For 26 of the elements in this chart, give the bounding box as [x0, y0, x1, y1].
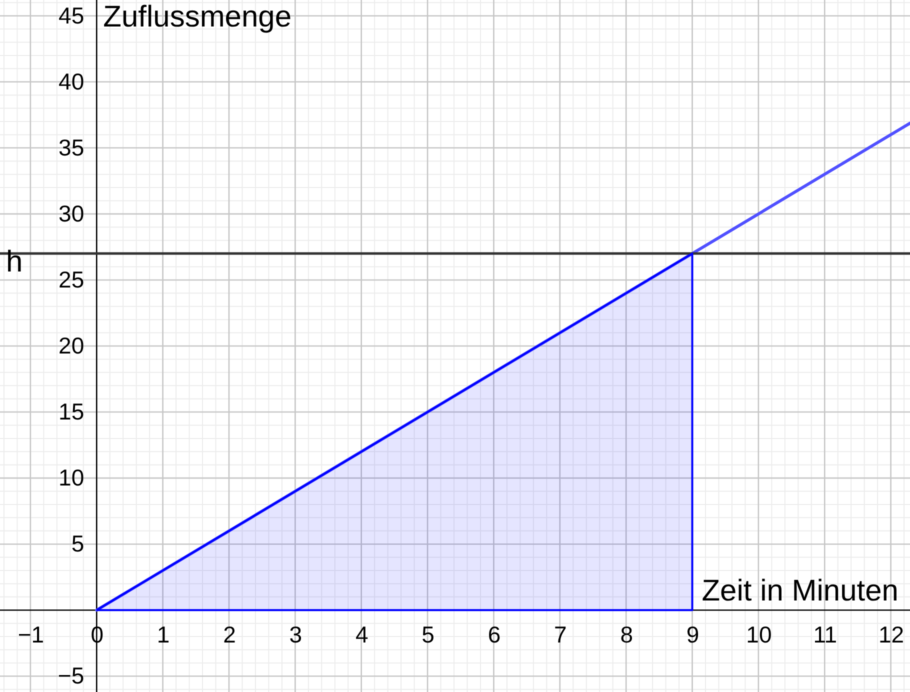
- y-tick-label: 15: [58, 398, 84, 425]
- y-tick-label: 5: [71, 530, 84, 557]
- y-tick-label: 10: [58, 464, 84, 491]
- x-tick-label: 7: [554, 622, 567, 648]
- y-tick-label: 20: [58, 332, 84, 358]
- y-axis-title: Zuflussmenge: [103, 0, 292, 34]
- x-tick-label: 6: [488, 622, 501, 648]
- x-tick-label: 8: [620, 622, 633, 648]
- y-tick-label: 40: [58, 68, 84, 94]
- x-tick-label: 9: [686, 622, 700, 648]
- x-tick-label: 1: [156, 622, 170, 648]
- x-tick-label: 3: [289, 622, 302, 648]
- x-tick-label: 11: [813, 622, 838, 648]
- y-tick-label: 30: [58, 200, 84, 226]
- ref-line-label: h: [6, 246, 23, 279]
- x-tick-label: 5: [422, 622, 434, 648]
- x-tick-label: 12: [878, 622, 904, 648]
- x-tick-label: 10: [746, 622, 772, 648]
- x-tick-label: 2: [223, 622, 236, 648]
- x-tick-label: −1: [18, 622, 44, 648]
- y-tick-label: 25: [58, 266, 84, 292]
- y-tick-label: 35: [58, 134, 84, 160]
- y-tick-label: −5: [58, 662, 84, 689]
- y-tick-label: 45: [58, 2, 84, 28]
- x-tick-label: 4: [355, 622, 368, 648]
- x-axis-title: Zeit in Minuten: [702, 574, 898, 608]
